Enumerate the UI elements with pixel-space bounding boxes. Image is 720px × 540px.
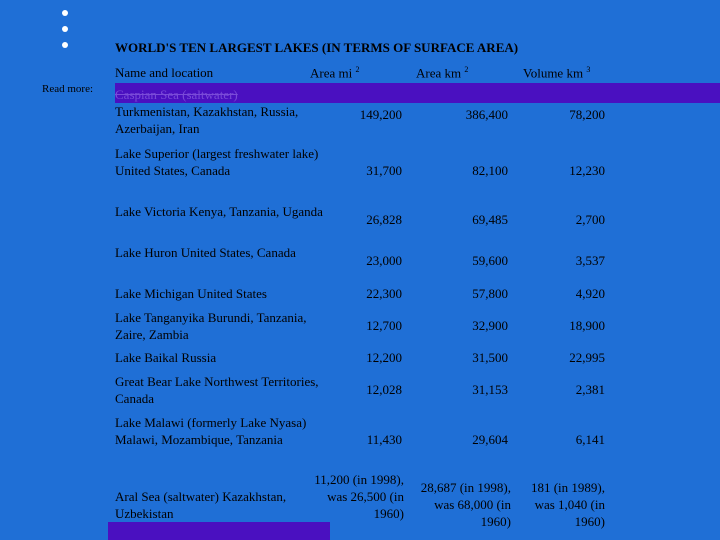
volume-cell: 3,537: [575, 253, 605, 268]
highlight-bar-bottom: [108, 522, 330, 540]
area-km-cell: 59,600: [472, 253, 508, 268]
bullet-dot-1: [62, 10, 68, 16]
read-more-link[interactable]: Read more:: [42, 83, 94, 95]
highlight-bar: [115, 83, 720, 103]
area-mi-cell: 11,200 (in 1998), was 26,500 (in 1960): [314, 472, 404, 521]
header-area-mi: Area mi 2: [310, 65, 360, 81]
area-mi-cell: 12,200: [366, 350, 402, 365]
lake-name: Caspian Sea (saltwater) Turkmenistan, Ka…: [115, 87, 299, 136]
area-km-cell: 31,153: [472, 382, 508, 397]
area-km-cell: 29,604: [472, 432, 508, 447]
volume-cell: 181 (in 1989), was 1,040 (in 1960): [530, 480, 605, 529]
volume-cell: 6,141: [575, 432, 605, 447]
area-mi-cell: 12,028: [366, 382, 402, 397]
lake-name: Great Bear Lake Northwest Territories, C…: [115, 374, 319, 406]
lake-name: Lake Huron United States, Canada: [115, 245, 296, 260]
area-km-cell: 31,500: [472, 350, 508, 365]
lake-name: Lake Baikal Russia: [115, 350, 217, 365]
lake-name-strike: Caspian Sea (saltwater): [115, 87, 238, 102]
bullet-dot-3: [62, 42, 68, 48]
volume-cell: 22,995: [569, 350, 605, 365]
lake-name: Lake Michigan United States: [115, 286, 267, 301]
area-mi-cell: 22,300: [366, 286, 402, 301]
area-km-cell: 57,800: [472, 286, 508, 301]
area-mi-cell: 12,700: [366, 318, 402, 333]
lake-name: Lake Tanganyika Burundi, Tanzania, Zaire…: [115, 310, 307, 342]
bullet-dot-2: [62, 26, 68, 32]
area-km-cell: 386,400: [465, 107, 508, 122]
area-km-cell: 28,687 (in 1998), was 68,000 (in 1960): [420, 480, 511, 529]
volume-cell: 4,920: [575, 286, 605, 301]
lake-name: Lake Victoria Kenya, Tanzania, Uganda: [115, 204, 323, 219]
header-volume: Volume km 3: [523, 65, 591, 81]
area-km-cell: 32,900: [472, 318, 508, 333]
area-mi-cell: 31,700: [366, 163, 402, 178]
area-mi-cell: 26,828: [366, 212, 402, 227]
lake-name: Lake Superior (largest freshwater lake) …: [115, 146, 319, 178]
area-km-cell: 69,485: [472, 212, 508, 227]
lake-name: Lake Malawi (formerly Lake Nyasa) Malawi…: [115, 415, 307, 447]
area-km-cell: 82,100: [472, 163, 508, 178]
header-name: Name and location: [115, 65, 214, 80]
volume-cell: 12,230: [569, 163, 605, 178]
header-area-km: Area km 2: [416, 65, 469, 81]
volume-cell: 18,900: [569, 318, 605, 333]
area-mi-cell: 23,000: [366, 253, 402, 268]
page-title: WORLD'S TEN LARGEST LAKES (IN TERMS OF S…: [115, 40, 519, 55]
volume-cell: 2,700: [575, 212, 605, 227]
area-mi-cell: 149,200: [359, 107, 402, 122]
volume-cell: 78,200: [569, 107, 605, 122]
area-mi-cell: 11,430: [366, 432, 402, 447]
volume-cell: 2,381: [575, 382, 605, 397]
lake-name: Aral Sea (saltwater) Kazakhstan, Uzbekis…: [115, 489, 287, 521]
